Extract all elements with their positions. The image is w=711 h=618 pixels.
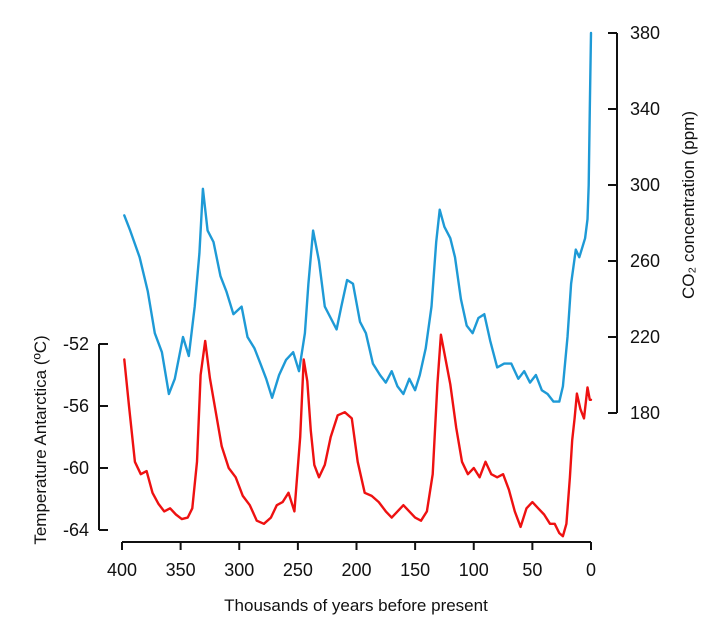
temperature-series-line <box>123 333 593 538</box>
x-ticks: 400 350 300 250 200 150 100 50 0 <box>107 542 596 580</box>
right-tick-label: 260 <box>630 251 660 271</box>
right-tick-label: 180 <box>630 403 660 423</box>
right-tick-label: 340 <box>630 99 660 119</box>
right-tick-label: 220 <box>630 327 660 347</box>
left-y-ticks: -52 -56 -60 -64 <box>63 334 108 540</box>
left-tick-label: -64 <box>63 520 89 540</box>
x-tick-label: 50 <box>522 560 542 580</box>
right-y-axis-title: CO₂ concentration (ppm) <box>679 111 698 299</box>
right-tick-label: 300 <box>630 175 660 195</box>
right-y-ticks: 380 340 300 260 220 180 <box>608 23 660 423</box>
x-axis-title: Thousands of years before present <box>224 596 488 615</box>
x-tick-label: 100 <box>459 560 489 580</box>
left-tick-label: -52 <box>63 334 89 354</box>
series-layer <box>123 31 593 538</box>
x-tick-label: 150 <box>400 560 430 580</box>
left-tick-label: -60 <box>63 458 89 478</box>
co2-series-line <box>123 31 593 403</box>
x-tick-label: 400 <box>107 560 137 580</box>
left-tick-label: -56 <box>63 396 89 416</box>
x-tick-label: 300 <box>224 560 254 580</box>
x-tick-label: 200 <box>341 560 371 580</box>
x-tick-label: 0 <box>586 560 596 580</box>
x-tick-label: 350 <box>166 560 196 580</box>
x-tick-label: 250 <box>283 560 313 580</box>
left-y-axis-title: Temperature Antarctica (ºC) <box>31 335 50 544</box>
right-tick-label: 380 <box>630 23 660 43</box>
